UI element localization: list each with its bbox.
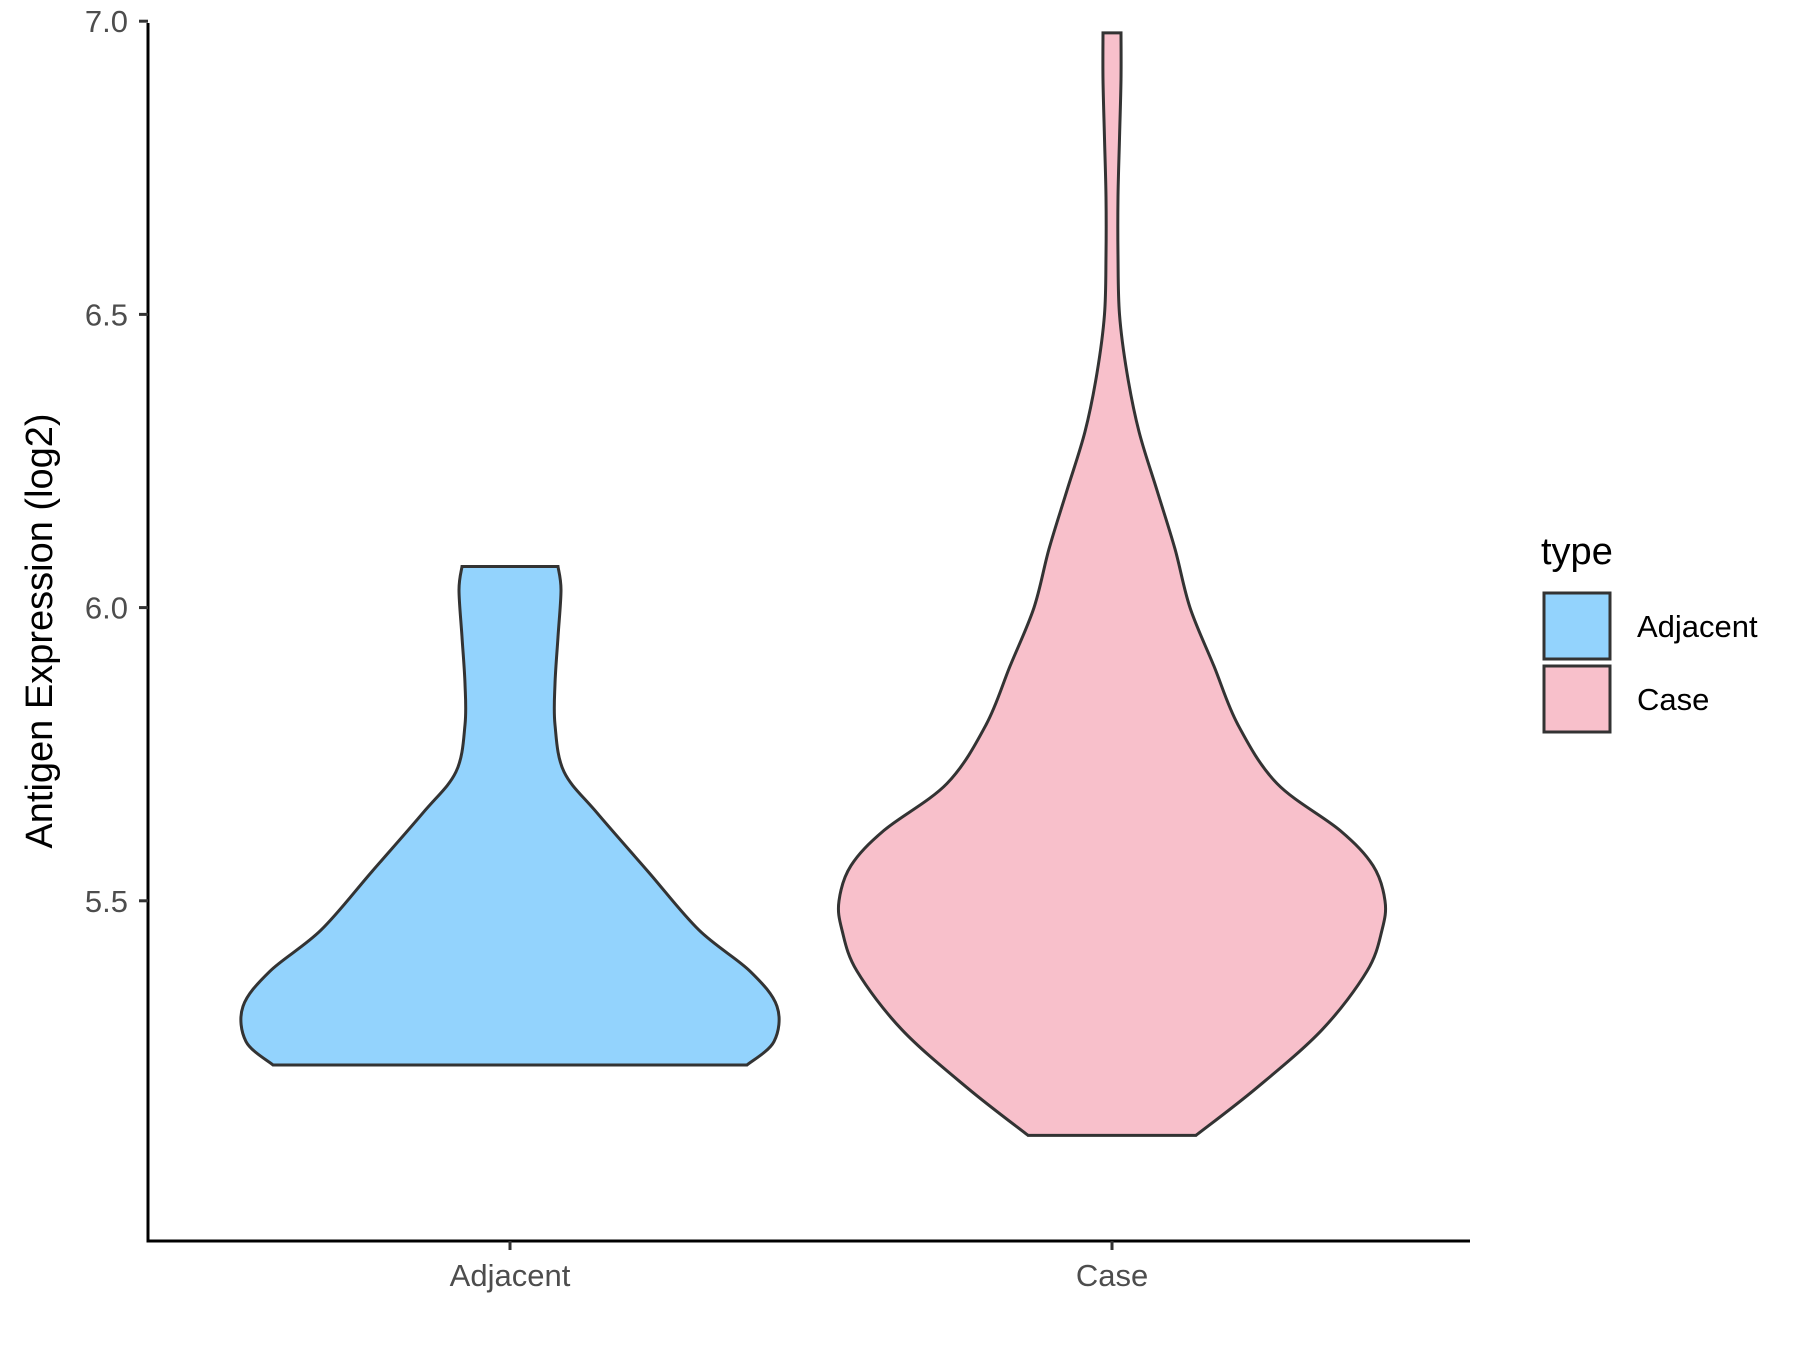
y-axis-title: Antigen Expression (log2) <box>19 413 61 848</box>
legend-key-adjacent <box>1542 591 1612 661</box>
legend-label-adjacent: Adjacent <box>1637 609 1758 644</box>
y-tick-label: 6.5 <box>85 297 128 332</box>
y-tick-label: 5.5 <box>85 884 128 919</box>
y-ticks: 5.5 6.0 6.5 7.0 <box>85 4 148 919</box>
x-ticks: Adjacent Case <box>450 1241 1148 1293</box>
axes <box>146 23 1470 1243</box>
legend-title: type <box>1541 531 1613 573</box>
y-tick-label: 7.0 <box>85 4 128 39</box>
legend: type Adjacent Case <box>1541 531 1758 734</box>
y-tick-label: 6.0 <box>85 591 128 626</box>
x-tick-label: Adjacent <box>450 1258 571 1293</box>
legend-label-case: Case <box>1637 682 1709 717</box>
violin-adjacent <box>239 565 781 1067</box>
legend-key-case <box>1542 664 1612 734</box>
violin-group <box>239 31 1388 1137</box>
x-tick-label: Case <box>1076 1258 1148 1293</box>
legend-items: Adjacent Case <box>1542 591 1758 734</box>
violin-case <box>836 31 1388 1137</box>
